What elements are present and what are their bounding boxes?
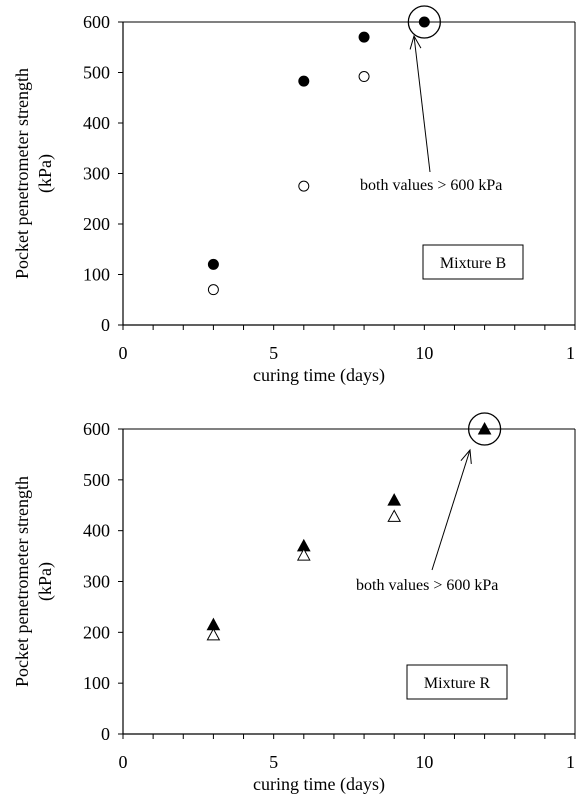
data-point-open-triangle — [387, 509, 402, 522]
axis-ticks — [118, 428, 576, 739]
data-point-filled-triangle — [477, 421, 492, 435]
data-point-filled-circle — [207, 258, 219, 270]
chart-mixture-b: 0 100 200 300 400 500 600 0 5 10 15 both values > … — [12, 5, 576, 386]
y-tick-label: 100 — [83, 265, 110, 285]
legend-box-label: Mixture R — [424, 675, 491, 692]
annotation-arrow-head — [409, 34, 422, 50]
y-tick-label: 0 — [101, 315, 110, 335]
data-point-filled-triangle — [387, 493, 402, 506]
x-axis-label: curing time (days) — [253, 774, 385, 795]
annotation-group: both values > 600 kPa — [360, 34, 502, 194]
y-axis-label-line1: Pocket penetrometer strength — [12, 476, 32, 687]
axis-ticks — [118, 21, 576, 330]
x-axis-label: curing time (days) — [253, 365, 385, 386]
legend-box-frame — [406, 664, 508, 700]
legend-box-label: Mixture B — [440, 255, 506, 272]
y-tick-label: 300 — [83, 164, 110, 184]
y-tick-label: 0 — [101, 724, 110, 744]
annotation-text: both values > 600 kPa — [356, 577, 498, 594]
x-tick-label: 15 — [566, 343, 576, 363]
x-tick-label: 5 — [269, 752, 278, 772]
y-tick-label: 200 — [83, 214, 110, 234]
y-tick-label: 100 — [83, 673, 110, 693]
y-tick-label: 300 — [83, 572, 110, 592]
legend-box: Mixture B — [422, 244, 524, 280]
data-point-filled-circle — [418, 16, 430, 28]
x-tick-label: 0 — [119, 752, 128, 772]
x-tick-label: 0 — [119, 343, 128, 363]
y-tick-label: 400 — [83, 521, 110, 541]
x-tick-label: 5 — [269, 343, 278, 363]
y-axis-label-line1: Pocket penetrometer strength — [12, 68, 32, 279]
annotation-text: both values > 600 kPa — [360, 177, 502, 194]
highlight-circle — [467, 412, 502, 446]
y-tick-label: 600 — [83, 12, 110, 32]
y-axis-label-line2: (kPa) — [35, 154, 56, 193]
tick-labels: 0 100 200 300 400 500 600 0 5 10 15 — [83, 12, 576, 363]
data-point-open-circle — [358, 71, 370, 83]
data-point-filled-circle — [358, 31, 370, 43]
x-tick-label: 15 — [566, 752, 576, 772]
annotation-arrow-line — [413, 35, 431, 173]
data-points — [207, 5, 441, 296]
x-tick-label: 10 — [415, 752, 433, 772]
data-point-open-triangle — [206, 627, 221, 641]
annotation-arrow-head — [460, 448, 472, 464]
legend-box: Mixture R — [406, 664, 508, 700]
annotation-arrow-line — [431, 449, 471, 571]
plot-frame — [122, 21, 576, 326]
y-axis-label-line2: (kPa) — [35, 562, 56, 601]
tick-labels: 0 100 200 300 400 500 600 0 5 10 15 — [83, 419, 576, 772]
data-point-open-circle — [207, 284, 219, 296]
highlight-circle — [407, 5, 441, 39]
annotation-group: both values > 600 kPa — [356, 448, 498, 594]
chart-mixture-r: 0 100 200 300 400 500 600 0 5 10 15 both values > … — [12, 412, 576, 795]
x-tick-label: 10 — [415, 343, 433, 363]
legend-box-frame — [422, 244, 524, 280]
data-point-filled-circle — [298, 75, 310, 87]
y-tick-label: 600 — [83, 419, 110, 439]
data-point-open-triangle — [296, 548, 311, 561]
y-tick-label: 200 — [83, 622, 110, 642]
y-tick-label: 500 — [83, 63, 110, 83]
y-tick-label: 400 — [83, 113, 110, 133]
y-tick-label: 500 — [83, 470, 110, 490]
data-point-open-circle — [298, 180, 310, 192]
data-points — [206, 412, 502, 641]
